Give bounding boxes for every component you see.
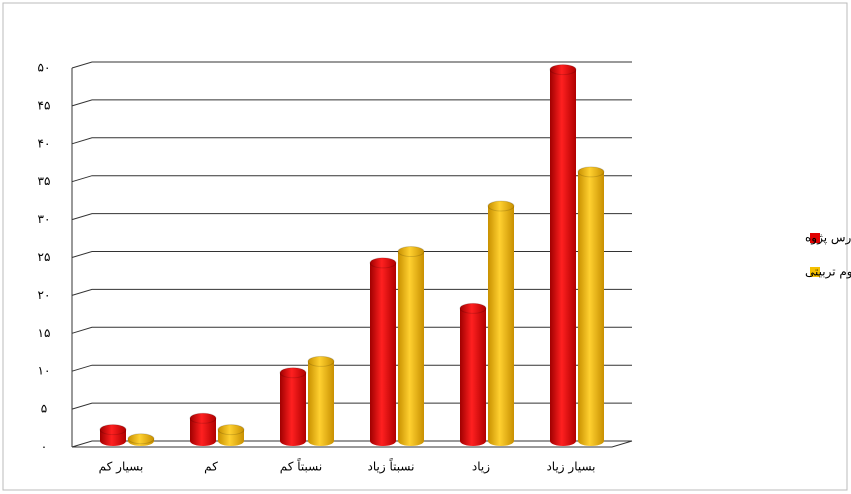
- grid-line: [71, 364, 632, 372]
- bar-top: [549, 64, 577, 76]
- legend-label: معلمان درس پژوه: [805, 231, 851, 246]
- bar-body: [550, 69, 576, 441]
- bar-top: [487, 200, 515, 212]
- y-tick-label: ۵۰: [38, 61, 51, 75]
- bar-top: [397, 246, 425, 257]
- grid-line: [71, 288, 632, 296]
- y-tick-label: ۱۰: [38, 364, 51, 378]
- bar-top: [279, 367, 307, 379]
- bar-base: [218, 436, 244, 446]
- grid-line: [71, 440, 632, 448]
- bar-body: [100, 429, 126, 441]
- bar-base: [488, 436, 514, 446]
- bar-top: [459, 302, 487, 314]
- bar: [127, 433, 155, 446]
- bar-top: [369, 257, 397, 269]
- bar: [459, 302, 487, 446]
- y-tick-label: ۳۵: [38, 174, 51, 188]
- bar-body: [280, 372, 306, 441]
- bar-base: [370, 436, 396, 446]
- bar-base: [550, 436, 576, 446]
- x-tick-label: نسبتاً زیاد: [368, 458, 415, 475]
- bar: [189, 412, 217, 446]
- bar: [397, 246, 425, 446]
- grid-line: [71, 61, 632, 69]
- legend-label: متخصصان علوم تربیتی: [805, 265, 851, 280]
- bar: [549, 64, 577, 446]
- grid-line: [71, 251, 632, 258]
- bar-body: [308, 361, 334, 441]
- grid-line: [71, 213, 632, 221]
- y-tick-label: ۴۰: [38, 136, 51, 150]
- bar: [217, 424, 245, 446]
- bar-body: [370, 262, 396, 441]
- bar: [307, 355, 335, 446]
- bar-top: [189, 412, 217, 424]
- y-tick-label: ۵: [41, 402, 47, 416]
- bar-top: [307, 355, 335, 367]
- bar-base: [308, 436, 334, 446]
- y-tick-label: ۰: [41, 440, 47, 454]
- y-tick-label: ۲۰: [38, 288, 51, 302]
- bar-base: [280, 436, 306, 446]
- bar: [369, 257, 397, 446]
- bar-body: [578, 171, 604, 441]
- x-tick-label: کم: [204, 460, 218, 474]
- bar-top: [99, 424, 127, 436]
- bar-base: [578, 436, 604, 446]
- bar-base: [100, 436, 126, 446]
- x-tick-label: نسبتاً کم: [280, 458, 322, 474]
- bar-base: [398, 436, 424, 446]
- x-tick-label: زیاد: [472, 460, 490, 475]
- y-tick-label: ۳۰: [38, 212, 51, 226]
- y-tick-label: ۴۵: [38, 98, 51, 112]
- x-tick-label: بسیار کم: [99, 460, 144, 475]
- grid-line: [71, 99, 632, 107]
- bar: [279, 367, 307, 446]
- bar: [487, 200, 515, 446]
- bar-top: [217, 424, 245, 436]
- bar: [577, 166, 605, 446]
- y-tick-label: ۱۵: [38, 326, 51, 340]
- floor: [72, 440, 633, 448]
- bar-body: [398, 251, 424, 441]
- bar-body: [460, 308, 486, 441]
- grid-line: [71, 137, 632, 145]
- bar-base: [190, 436, 216, 446]
- y-tick-label: ۲۵: [38, 250, 51, 264]
- grid-line: [71, 175, 632, 183]
- bar-top: [127, 433, 155, 445]
- bar: [99, 424, 127, 446]
- bar-top: [577, 166, 605, 178]
- bar-body: [488, 206, 514, 441]
- legend-swatch: [810, 233, 820, 243]
- legend-swatch: [810, 267, 820, 277]
- grid-line: [71, 402, 632, 410]
- bar-base: [460, 436, 486, 446]
- bar-body: [190, 418, 216, 441]
- bar-body: [218, 429, 244, 441]
- grid-line: [71, 326, 632, 334]
- x-tick-label: بسیار زیاد: [546, 460, 595, 475]
